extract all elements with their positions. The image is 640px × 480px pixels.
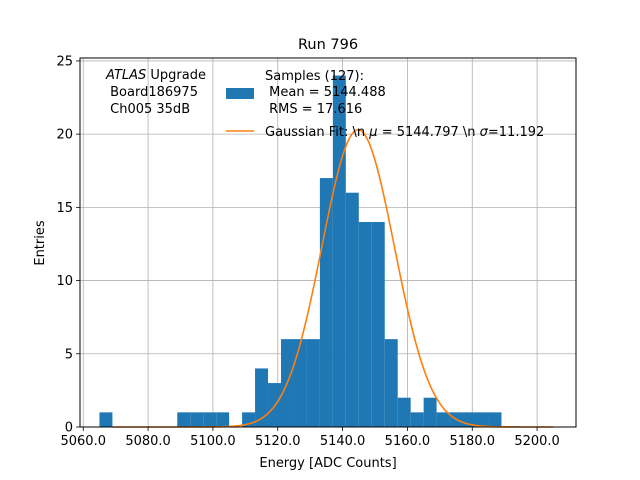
legend-samples-line3: RMS = 17.616	[265, 102, 362, 117]
histogram-bar	[319, 178, 333, 427]
y-tick-label: 25	[56, 54, 73, 69]
histogram-bar	[345, 192, 359, 427]
histogram-bar	[475, 412, 489, 427]
x-tick-label: 5140.0	[320, 434, 366, 449]
y-tick-label: 20	[56, 128, 73, 143]
x-tick-label: 5200.0	[514, 434, 560, 449]
histogram-bar	[332, 75, 346, 428]
x-tick-label: 5100.0	[190, 434, 236, 449]
x-axis-ticks: 5060.0 5080.0 5100.0 5120.0 5140.0 5160.0 5180…	[60, 427, 560, 449]
legend-sigma-symbol: σ	[480, 125, 489, 140]
atlas-label: ATLAS	[105, 68, 146, 83]
histogram-bar	[306, 339, 320, 427]
legend-fit-sigma: =11.192	[488, 125, 544, 140]
legend: Samples (127): Mean = 5144.488 RMS = 17.…	[226, 69, 544, 140]
histogram-bar	[255, 368, 269, 427]
y-tick-label: 10	[56, 274, 73, 289]
atlas-upgrade-text: Upgrade	[146, 68, 206, 83]
histogram-bar	[203, 412, 217, 427]
histogram-bar	[384, 339, 398, 427]
x-tick-label: 5120.0	[255, 434, 301, 449]
histogram-bar	[99, 412, 113, 427]
x-tick-label: 5080.0	[125, 434, 171, 449]
legend-samples-line1: Samples (127):	[265, 69, 364, 84]
atlas-annotation: ATLAS Upgrade Board186975 Ch005 35dB	[105, 68, 206, 117]
chart-title: Run 796	[298, 37, 358, 53]
svg-text:Gaussian Fit: \n μ = 5144.797: Gaussian Fit: \n μ = 5144.797 \n σ=11.19…	[265, 125, 544, 140]
x-tick-label: 5180.0	[450, 434, 496, 449]
board-label: Board186975	[106, 85, 198, 100]
y-tick-label: 0	[65, 421, 73, 436]
channel-label: Ch005 35dB	[106, 102, 190, 117]
x-axis-label: Energy [ADC Counts]	[259, 456, 396, 471]
x-tick-label: 5060.0	[60, 434, 106, 449]
y-axis-label: Entries	[33, 220, 48, 266]
legend-samples-line2: Mean = 5144.488	[265, 85, 386, 100]
legend-mu-symbol: μ	[368, 125, 377, 140]
legend-fit-mean: = 5144.797 \n	[378, 125, 480, 140]
legend-samples-swatch	[226, 88, 254, 99]
plot-frame	[79, 57, 577, 428]
x-tick-label: 5160.0	[385, 434, 431, 449]
histogram-bar	[488, 412, 502, 427]
histogram-bar	[371, 222, 385, 427]
histogram-bar	[190, 412, 204, 427]
histogram-bar	[358, 222, 372, 427]
y-tick-label: 5	[65, 347, 73, 362]
y-axis-ticks: 0 5 10 15 20 25	[56, 54, 80, 436]
histogram-bar	[397, 397, 411, 427]
histogram-bar	[410, 412, 424, 427]
histogram-bar	[423, 397, 437, 427]
histogram-bar	[293, 339, 307, 427]
histogram-bar	[436, 412, 450, 427]
y-tick-label: 15	[56, 201, 73, 216]
histogram-bar	[177, 412, 191, 427]
legend-fit-prefix: Gaussian Fit: \n	[265, 125, 369, 140]
histogram-bar	[216, 412, 230, 427]
svg-text:ATLAS Upgrade: ATLAS Upgrade	[105, 68, 206, 83]
